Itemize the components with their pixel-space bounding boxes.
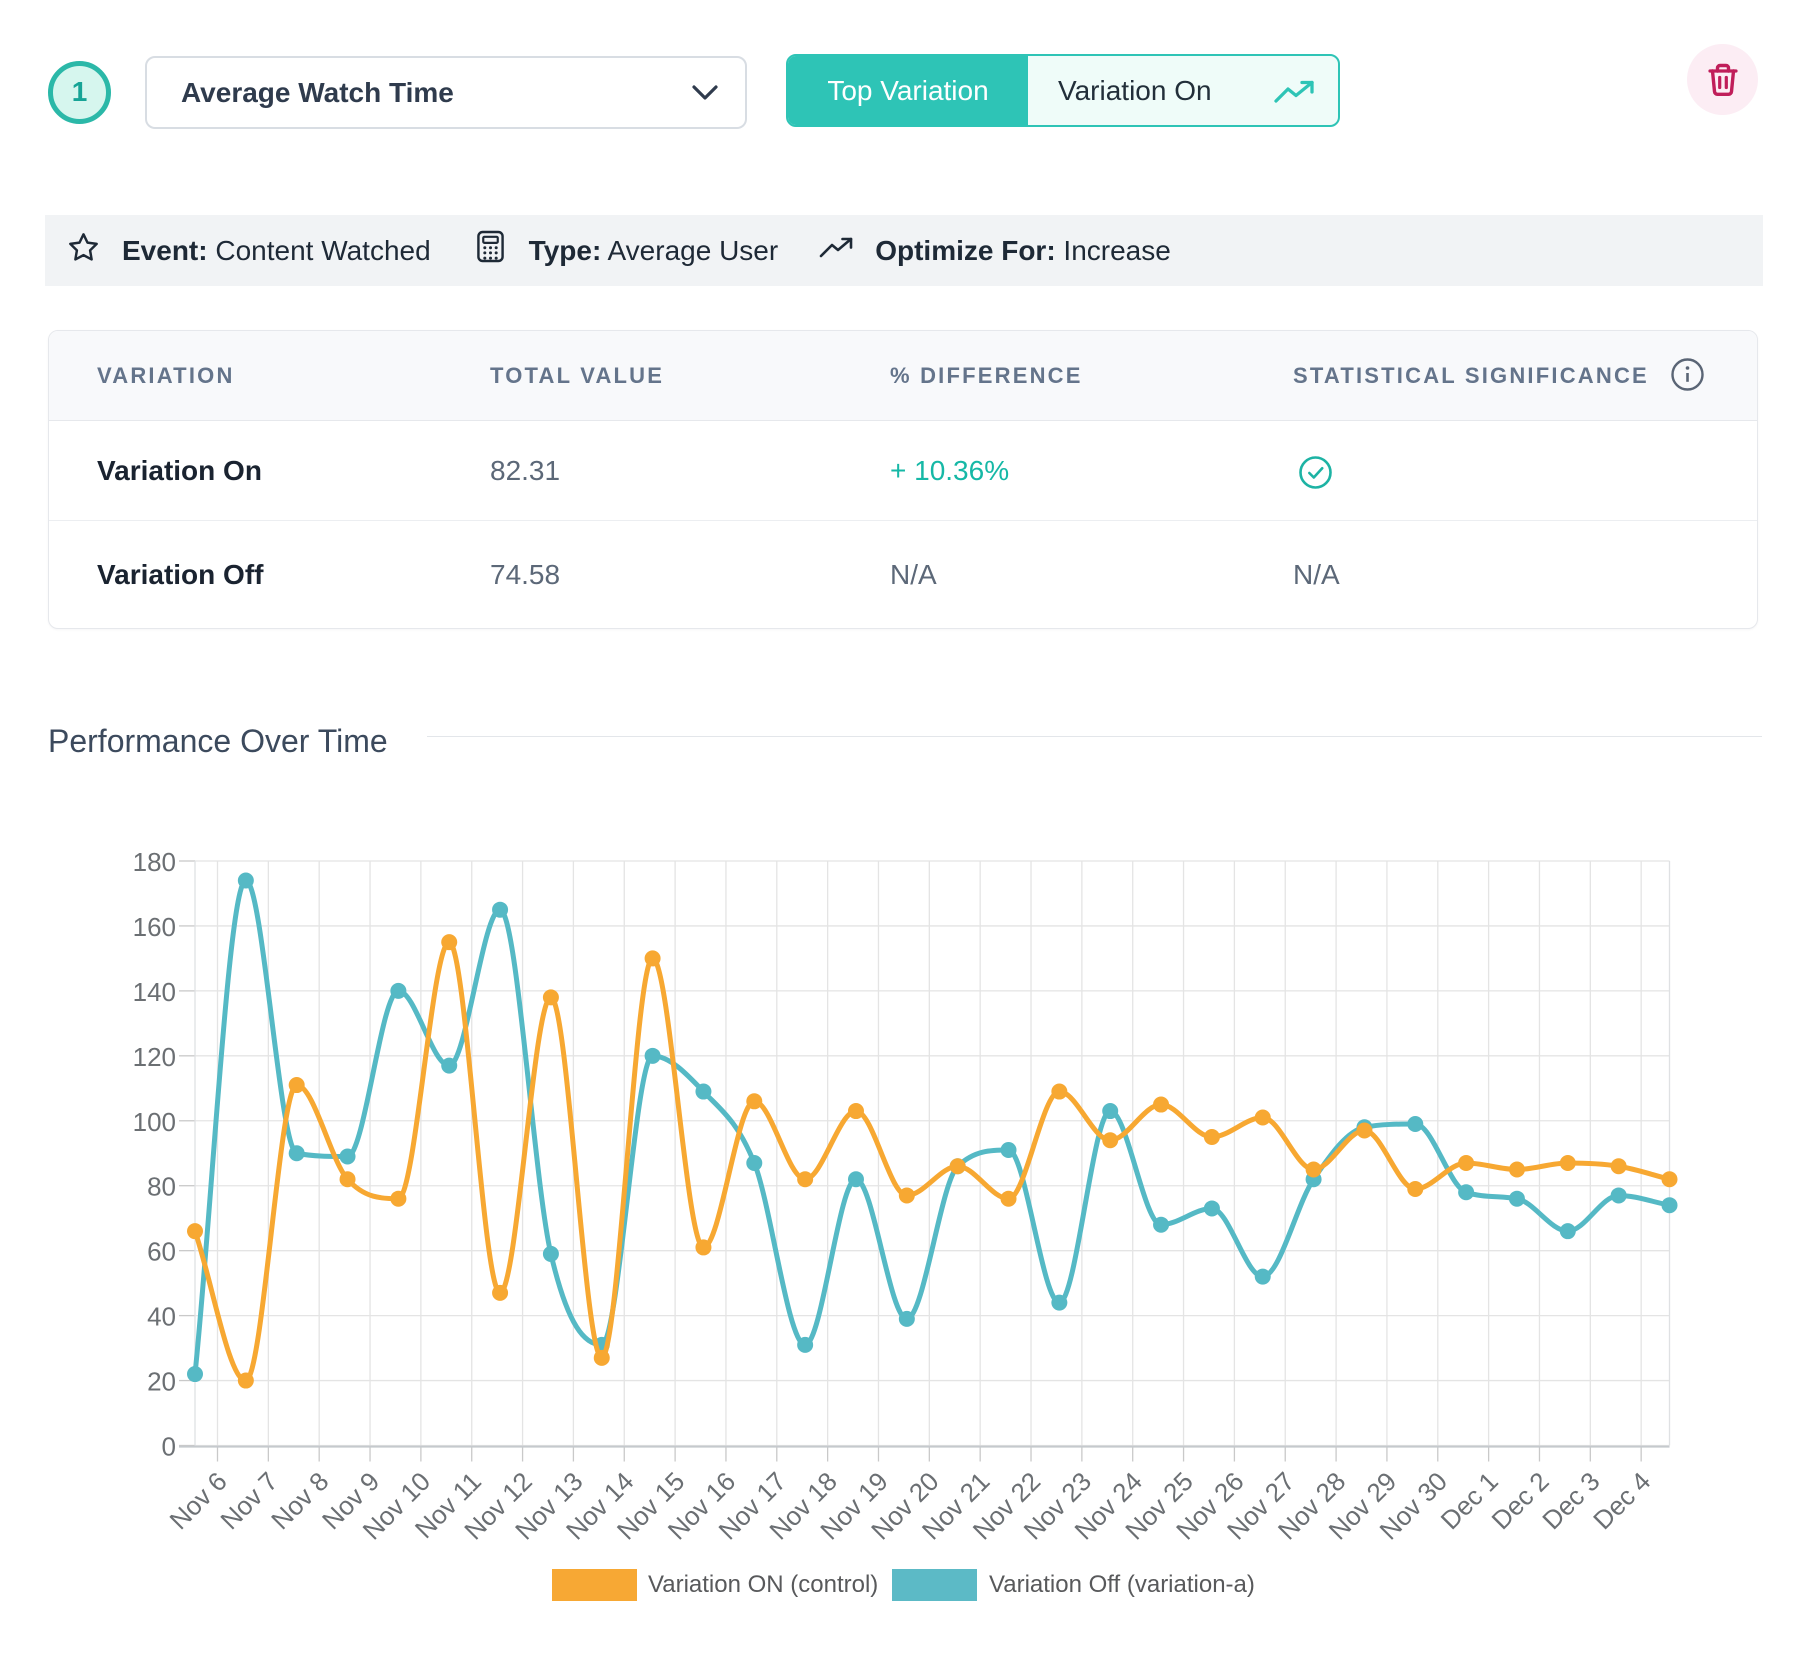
svg-text:180: 180 — [133, 847, 176, 877]
svg-text:140: 140 — [133, 977, 176, 1007]
svg-text:80: 80 — [147, 1172, 176, 1202]
svg-text:Dec 2: Dec 2 — [1485, 1466, 1554, 1535]
svg-text:Dec 3: Dec 3 — [1536, 1466, 1605, 1535]
svg-text:Dec 1: Dec 1 — [1435, 1466, 1504, 1535]
svg-text:Nov 7: Nov 7 — [214, 1466, 283, 1535]
svg-text:60: 60 — [147, 1237, 176, 1267]
svg-text:160: 160 — [133, 912, 176, 942]
svg-text:Dec 4: Dec 4 — [1587, 1466, 1656, 1535]
svg-text:40: 40 — [147, 1302, 176, 1332]
svg-text:0: 0 — [162, 1432, 176, 1462]
svg-text:20: 20 — [147, 1367, 176, 1397]
svg-text:Nov 6: Nov 6 — [164, 1466, 233, 1535]
svg-text:120: 120 — [133, 1042, 176, 1072]
svg-text:100: 100 — [133, 1107, 176, 1137]
svg-text:Nov 8: Nov 8 — [265, 1466, 334, 1535]
